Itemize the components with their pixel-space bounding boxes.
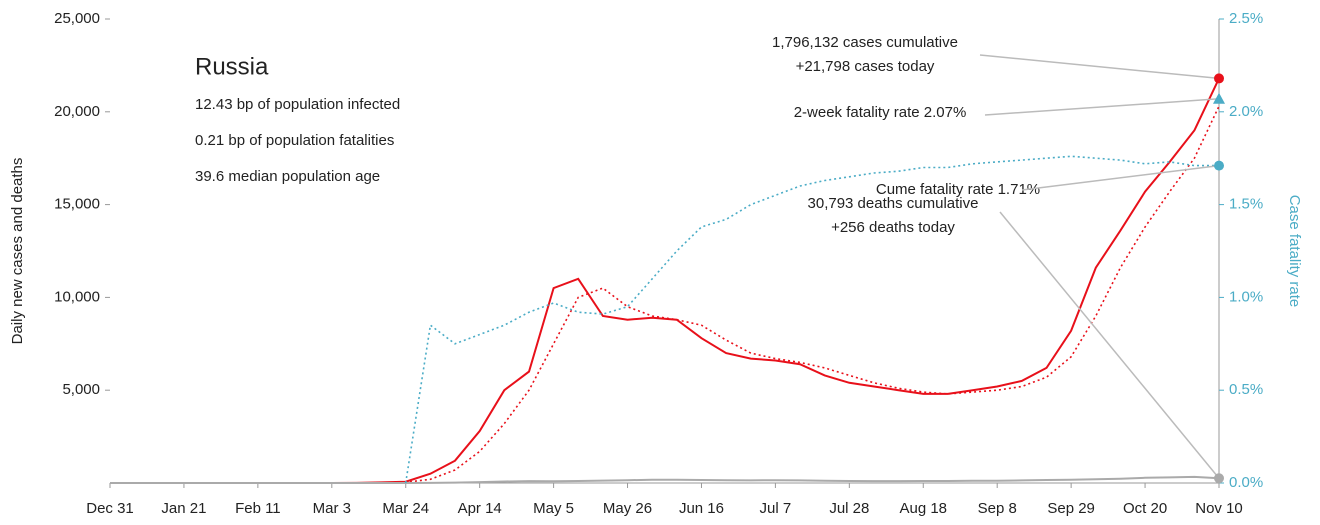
info-line: 39.6 median population age — [195, 168, 380, 185]
y2-tick-label: 0.5% — [1229, 381, 1263, 398]
y-tick-label: 15,000 — [54, 196, 100, 213]
x-tick-label: Jul 7 — [760, 500, 792, 517]
y2-tick-label: 1.0% — [1229, 288, 1263, 305]
info-line: 12.43 bp of population infected — [195, 96, 400, 113]
info-line: 0.21 bp of population fatalities — [195, 132, 394, 149]
x-tick-label: Sep 8 — [978, 500, 1017, 517]
leader-line — [1021, 164, 1220, 191]
x-tick-label: Mar 3 — [313, 500, 351, 517]
y2-tick-label: 0.0% — [1229, 474, 1263, 491]
y2-tick-label: 2.5% — [1229, 10, 1263, 27]
y-axis-label: Daily new cases and deaths — [9, 158, 26, 345]
x-tick-label: Nov 10 — [1195, 500, 1243, 517]
x-tick-label: May 26 — [603, 500, 652, 517]
y2-axis-label: Case fatality rate — [1286, 195, 1303, 308]
x-tick-label: Aug 18 — [899, 500, 947, 517]
y-tick-label: 25,000 — [54, 10, 100, 27]
x-tick-label: May 5 — [533, 500, 574, 517]
x-tick-label: Feb 11 — [235, 500, 281, 517]
end-marker — [1214, 473, 1224, 484]
x-tick-label: Apr 14 — [458, 500, 502, 517]
leader-line — [984, 98, 1220, 116]
y-tick-label: 20,000 — [54, 103, 100, 120]
x-tick-label: Sep 29 — [1047, 500, 1095, 517]
annotation: +256 deaths today — [831, 219, 955, 236]
annotation: 1,796,132 cases cumulative — [772, 34, 958, 51]
annotation: +21,798 cases today — [796, 58, 935, 75]
end-marker — [1214, 73, 1224, 84]
x-tick-label: Mar 24 — [382, 500, 429, 517]
leader-line — [979, 54, 1220, 80]
y-tick-label: 10,000 — [54, 288, 100, 305]
y2-tick-label: 1.5% — [1229, 196, 1263, 213]
series-line — [110, 105, 1220, 484]
x-tick-label: Jun 16 — [679, 500, 724, 517]
x-tick-label: Jul 28 — [829, 500, 869, 517]
end-marker — [1213, 92, 1225, 104]
leader-line — [999, 211, 1220, 479]
end-marker — [1214, 160, 1224, 171]
info-title: Russia — [195, 53, 269, 80]
x-tick-label: Dec 31 — [86, 500, 134, 517]
y2-tick-label: 2.0% — [1229, 103, 1263, 120]
annotation: 30,793 deaths cumulative — [808, 195, 979, 212]
series-line — [110, 475, 1220, 484]
series-line — [404, 155, 1219, 484]
annotation: 2-week fatality rate 2.07% — [794, 104, 967, 121]
x-tick-label: Oct 20 — [1123, 500, 1167, 517]
y-tick-label: 5,000 — [62, 381, 100, 398]
annotation: Cume fatality rate 1.71% — [876, 181, 1040, 198]
x-tick-label: Jan 21 — [161, 500, 206, 517]
